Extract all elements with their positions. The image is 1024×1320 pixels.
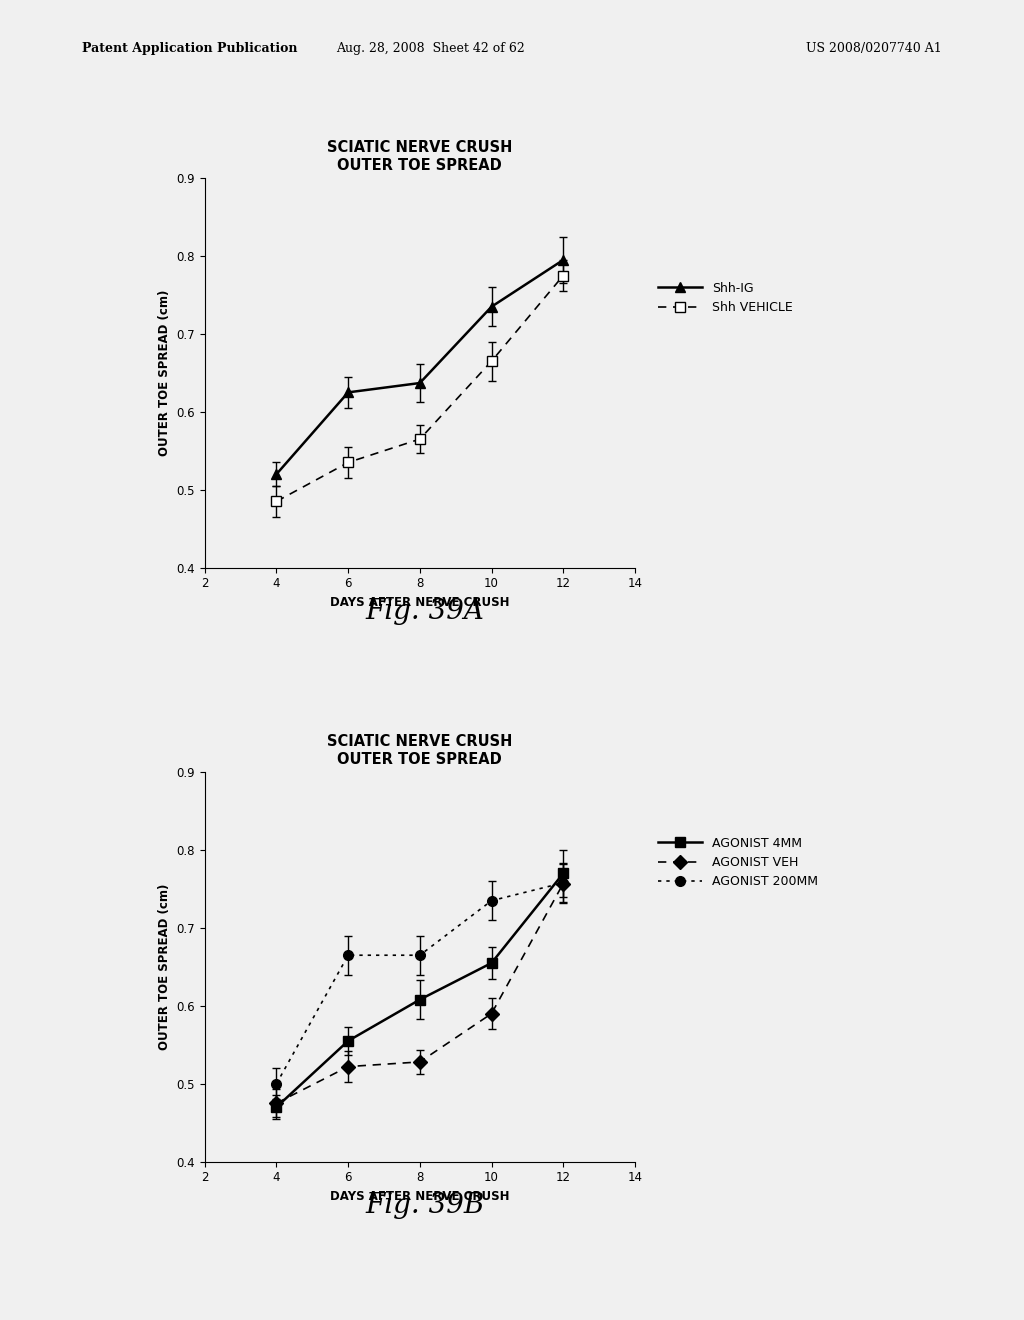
Title: SCIATIC NERVE CRUSH
OUTER TOE SPREAD: SCIATIC NERVE CRUSH OUTER TOE SPREAD	[327, 140, 513, 173]
Legend: Shh-IG, Shh VEHICLE: Shh-IG, Shh VEHICLE	[658, 281, 793, 314]
Text: Patent Application Publication: Patent Application Publication	[82, 42, 297, 55]
Text: Aug. 28, 2008  Sheet 42 of 62: Aug. 28, 2008 Sheet 42 of 62	[336, 42, 524, 55]
Title: SCIATIC NERVE CRUSH
OUTER TOE SPREAD: SCIATIC NERVE CRUSH OUTER TOE SPREAD	[327, 734, 513, 767]
Text: Fig. 39B: Fig. 39B	[366, 1192, 484, 1218]
Legend: AGONIST 4MM, AGONIST VEH, AGONIST 200MM: AGONIST 4MM, AGONIST VEH, AGONIST 200MM	[658, 837, 818, 888]
Text: Fig. 39A: Fig. 39A	[366, 598, 484, 624]
Y-axis label: OUTER TOE SPREAD (cm): OUTER TOE SPREAD (cm)	[158, 289, 171, 457]
Y-axis label: OUTER TOE SPREAD (cm): OUTER TOE SPREAD (cm)	[158, 883, 171, 1051]
Text: US 2008/0207740 A1: US 2008/0207740 A1	[806, 42, 942, 55]
X-axis label: DAYS AFTER NERVE CRUSH: DAYS AFTER NERVE CRUSH	[330, 595, 510, 609]
X-axis label: DAYS AFTER NERVE CRUSH: DAYS AFTER NERVE CRUSH	[330, 1189, 510, 1203]
